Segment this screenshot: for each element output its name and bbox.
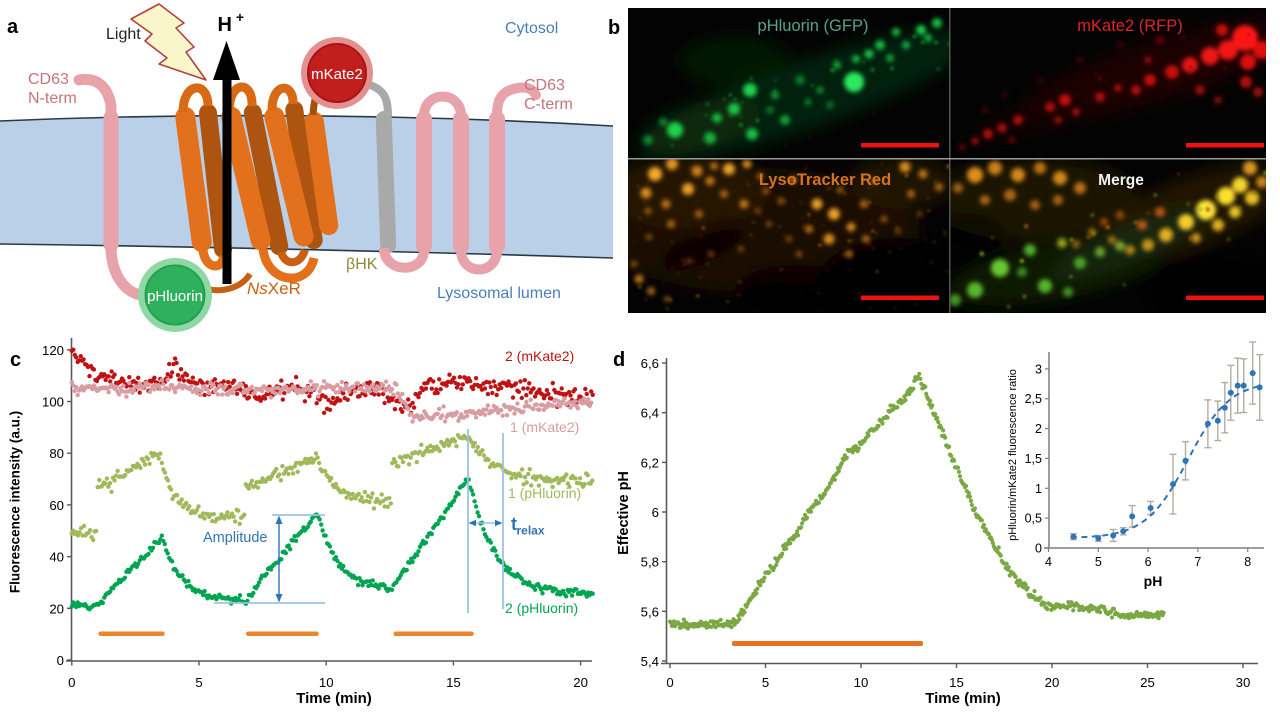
svg-text:6: 6	[652, 505, 659, 520]
svg-text:3: 3	[1035, 362, 1042, 376]
svg-text:6,6: 6,6	[641, 356, 659, 371]
svg-text:Light: Light	[106, 26, 141, 43]
svg-text:6: 6	[1145, 555, 1152, 569]
svg-text:Time (min): Time (min)	[925, 690, 1001, 707]
svg-text:1 (mKate2): 1 (mKate2)	[510, 419, 579, 435]
svg-text:4: 4	[1045, 555, 1052, 569]
svg-text:1 (pHluorin): 1 (pHluorin)	[508, 485, 581, 501]
svg-text:10: 10	[854, 675, 869, 690]
svg-text:2,5: 2,5	[1025, 392, 1042, 406]
svg-text:Fluorescence intensity (a.u.): Fluorescence intensity (a.u.)	[8, 411, 23, 593]
svg-text:40: 40	[49, 550, 64, 565]
svg-text:60: 60	[49, 498, 64, 513]
svg-text:a: a	[7, 16, 19, 38]
svg-text:25: 25	[1140, 675, 1155, 690]
svg-text:NsXeR: NsXeR	[247, 279, 301, 298]
svg-text:Amplitude: Amplitude	[203, 530, 267, 546]
svg-text:t: t	[511, 514, 517, 534]
svg-text:Effective pH: Effective pH	[616, 471, 632, 555]
svg-text:5,8: 5,8	[641, 555, 659, 570]
svg-text:120: 120	[42, 343, 64, 358]
svg-text:20: 20	[573, 675, 588, 690]
svg-text:Lysosomal lumen: Lysosomal lumen	[437, 285, 561, 302]
svg-text:20: 20	[1045, 675, 1060, 690]
svg-text:relax: relax	[517, 524, 545, 538]
svg-text:2: 2	[1035, 422, 1042, 436]
svg-text:0: 0	[666, 675, 673, 690]
svg-text:5,4: 5,4	[641, 654, 659, 669]
svg-text:7: 7	[1194, 555, 1201, 569]
svg-text:100: 100	[42, 395, 64, 410]
svg-text:6,4: 6,4	[641, 406, 659, 421]
svg-text:Merge: Merge	[1098, 172, 1144, 189]
svg-text:0,5: 0,5	[1025, 512, 1042, 526]
svg-text:8: 8	[1244, 555, 1251, 569]
svg-text:80: 80	[49, 446, 64, 461]
svg-text:c: c	[10, 349, 21, 371]
svg-text:15: 15	[949, 675, 964, 690]
svg-text:CD63: CD63	[28, 71, 69, 88]
svg-text:6,2: 6,2	[641, 455, 659, 470]
svg-text:2 (pHluorin): 2 (pHluorin)	[505, 600, 578, 616]
svg-text:b: b	[608, 17, 620, 39]
svg-text:20: 20	[49, 601, 64, 616]
svg-text:pHluorin/mKate2 fluorescence: pHluorin/mKate2 fluorescence ratio	[1007, 369, 1019, 541]
svg-text:5: 5	[762, 675, 769, 690]
svg-text:+: +	[236, 10, 244, 25]
svg-text:10: 10	[319, 675, 334, 690]
svg-text:30: 30	[1236, 675, 1251, 690]
svg-text:5,6: 5,6	[641, 604, 659, 619]
svg-text:H: H	[218, 14, 232, 36]
svg-text:Time (min): Time (min)	[296, 690, 372, 707]
svg-text:CD63: CD63	[524, 77, 565, 94]
svg-text:C-term: C-term	[524, 96, 573, 113]
svg-text:mKate2: mKate2	[311, 66, 363, 83]
svg-text:15: 15	[446, 675, 461, 690]
svg-text:pHluorin (GFP): pHluorin (GFP)	[758, 17, 869, 35]
svg-text:mKate2 (RFP): mKate2 (RFP)	[1077, 17, 1182, 35]
svg-text:2 (mKate2): 2 (mKate2)	[505, 348, 574, 364]
svg-text:1,5: 1,5	[1025, 452, 1042, 466]
svg-text:pHluorin: pHluorin	[147, 288, 203, 305]
svg-text:0: 0	[1035, 542, 1042, 556]
svg-text:Cytosol: Cytosol	[505, 20, 558, 37]
svg-text:1: 1	[1035, 482, 1042, 496]
svg-text:LysoTracker Red: LysoTracker Red	[759, 171, 891, 189]
svg-text:d: d	[613, 349, 625, 371]
svg-text:βHK: βHK	[346, 256, 378, 273]
svg-text:5: 5	[195, 675, 202, 690]
svg-text:5: 5	[1095, 555, 1102, 569]
svg-text:N-term: N-term	[28, 90, 77, 107]
svg-text:0: 0	[57, 653, 64, 668]
svg-text:0: 0	[68, 675, 75, 690]
svg-text:pH: pH	[1144, 573, 1163, 589]
